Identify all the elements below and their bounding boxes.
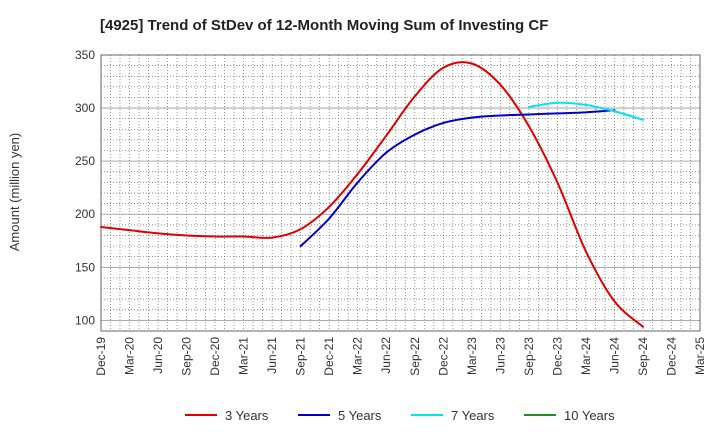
y-tick-label: 350 [75, 48, 95, 62]
y-tick-label: 150 [75, 260, 95, 274]
x-tick-label: Dec-23 [550, 337, 564, 376]
y-tick-label: 300 [75, 101, 95, 115]
legend-label-10-years: 10 Years [564, 408, 615, 423]
legend-label-3-years: 3 Years [225, 408, 269, 423]
legend-label-5-years: 5 Years [338, 408, 382, 423]
x-tick-label: Jun-20 [151, 337, 165, 374]
y-axis-label: Amount (million yen) [7, 133, 22, 252]
plot-area: 100 150 200 250 300 350 Dec-19 Mar-20 Jun-20 Sep-… [75, 48, 707, 376]
plot-background [101, 55, 700, 331]
x-tick-label: Dec-19 [94, 337, 108, 376]
series-line-5-years [299, 109, 616, 248]
x-tick-label: Mar-21 [237, 337, 251, 375]
x-tick-label: Jun-22 [379, 337, 393, 374]
x-tick-label: Sep-22 [408, 337, 422, 376]
x-tick-label: Jun-21 [265, 337, 279, 374]
x-tick-label: Sep-21 [294, 337, 308, 376]
chart-title: [4925] Trend of StDev of 12-Month Moving… [100, 17, 548, 34]
legend: 3 Years 5 Years 7 Years 10 Years [185, 408, 615, 423]
y-tick-label: 250 [75, 154, 95, 168]
series-line-3-years [100, 61, 644, 328]
x-tick-label: Jun-24 [607, 337, 621, 374]
x-tick-label: Jun-23 [493, 337, 507, 374]
x-tick-label: Dec-21 [322, 337, 336, 376]
plot-frame [100, 54, 701, 332]
x-tick-label: Mar-23 [465, 337, 479, 375]
x-tick-label: Dec-22 [436, 337, 450, 376]
legend-label-7-years: 7 Years [451, 408, 495, 423]
x-tick-label: Dec-24 [664, 337, 678, 376]
x-tick-label: Sep-20 [180, 337, 194, 376]
x-tick-label: Mar-24 [579, 337, 593, 375]
x-tick-label: Sep-24 [636, 337, 650, 376]
x-tick-label: Mar-25 [693, 337, 707, 375]
x-tick-label: Mar-20 [123, 337, 137, 375]
x-tick-label: Dec-20 [208, 337, 222, 376]
series-line-7-years [527, 101, 644, 121]
y-tick-label: 100 [75, 313, 95, 327]
x-tick-label: Sep-23 [522, 337, 536, 376]
x-tick-label: Mar-22 [351, 337, 365, 375]
y-tick-label: 200 [75, 207, 95, 221]
